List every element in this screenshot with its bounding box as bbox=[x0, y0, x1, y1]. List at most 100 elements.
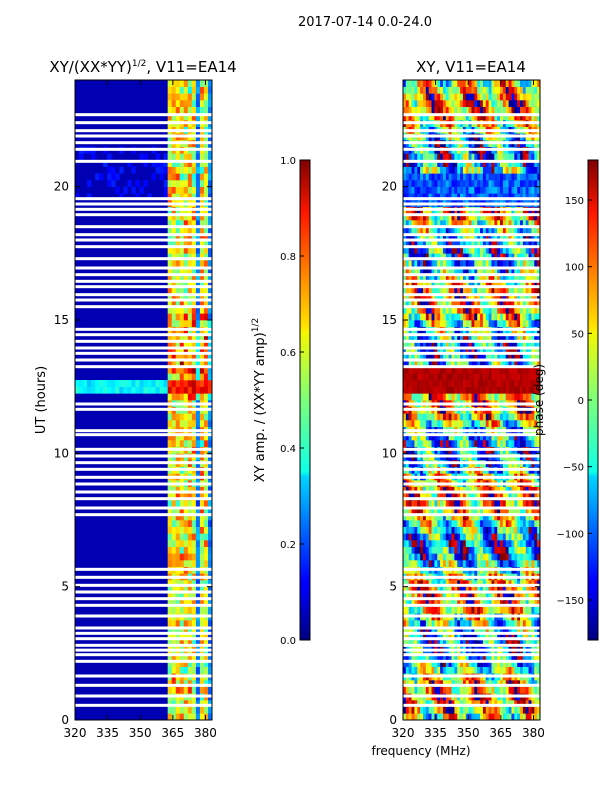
heatmap-cell bbox=[466, 607, 469, 614]
heatmap-cell bbox=[506, 260, 509, 267]
heatmap-cell bbox=[414, 420, 417, 427]
heatmap-cell bbox=[172, 373, 176, 380]
heatmap-cell bbox=[204, 533, 208, 540]
heatmap-cell bbox=[139, 153, 143, 160]
heatmap-cell bbox=[469, 540, 472, 547]
flagged-row bbox=[75, 632, 212, 635]
x-tick-label: 365 bbox=[161, 726, 184, 740]
heatmap-cell bbox=[483, 260, 486, 267]
heatmap-cell bbox=[477, 413, 480, 420]
heatmap-cell bbox=[426, 540, 429, 547]
flagged-row bbox=[75, 347, 212, 350]
heatmap-cell bbox=[172, 180, 176, 187]
heatmap-cell bbox=[414, 560, 417, 567]
heatmap-cell bbox=[204, 560, 208, 567]
heatmap-cell bbox=[420, 393, 423, 400]
heatmap-cell bbox=[449, 527, 452, 534]
heatmap-cell bbox=[180, 93, 184, 100]
heatmap-cell bbox=[192, 173, 196, 180]
heatmap-cell bbox=[520, 527, 523, 534]
heatmap-cell bbox=[520, 440, 523, 447]
heatmap-cell bbox=[188, 540, 192, 547]
heatmap-cell bbox=[460, 520, 463, 527]
heatmap-cell bbox=[474, 373, 477, 380]
heatmap-cell bbox=[503, 667, 506, 674]
heatmap-cell bbox=[472, 393, 475, 400]
heatmap-cell bbox=[437, 547, 440, 554]
heatmap-cell bbox=[466, 520, 469, 527]
heatmap-cell bbox=[469, 313, 472, 320]
heatmap-cell bbox=[489, 687, 492, 694]
heatmap-cell bbox=[500, 313, 503, 320]
heatmap-cell bbox=[457, 533, 460, 540]
heatmap-cell bbox=[192, 687, 196, 694]
heatmap-cell bbox=[409, 540, 412, 547]
heatmap-cell bbox=[414, 527, 417, 534]
heatmap-cell bbox=[440, 387, 443, 394]
heatmap-cell bbox=[196, 387, 200, 394]
heatmap-cell bbox=[426, 500, 429, 507]
heatmap-cell bbox=[414, 713, 417, 720]
heatmap-cell bbox=[526, 607, 529, 614]
heatmap-cell bbox=[188, 313, 192, 320]
heatmap-cell bbox=[483, 560, 486, 567]
heatmap-cell bbox=[420, 520, 423, 527]
heatmap-cell bbox=[483, 393, 486, 400]
flagged-row bbox=[75, 305, 212, 308]
heatmap-cell bbox=[192, 107, 196, 114]
heatmap-cell bbox=[196, 180, 200, 187]
heatmap-cell bbox=[483, 553, 486, 560]
heatmap-cell bbox=[200, 153, 204, 160]
heatmap-cell bbox=[474, 533, 477, 540]
heatmap-cell bbox=[520, 607, 523, 614]
heatmap-cell bbox=[420, 533, 423, 540]
heatmap-cell bbox=[517, 527, 520, 534]
heatmap-cell bbox=[514, 520, 517, 527]
heatmap-cell bbox=[454, 713, 457, 720]
heatmap-cell bbox=[423, 380, 426, 387]
heatmap-cell bbox=[454, 320, 457, 327]
heatmap-cell bbox=[489, 500, 492, 507]
heatmap-cell bbox=[443, 380, 446, 387]
heatmap-cell bbox=[95, 380, 99, 387]
heatmap-cell bbox=[420, 707, 423, 714]
heatmap-cell bbox=[172, 413, 176, 420]
heatmap-cell bbox=[477, 393, 480, 400]
heatmap-cell bbox=[429, 373, 432, 380]
heatmap-cell bbox=[463, 713, 466, 720]
heatmap-cell bbox=[472, 540, 475, 547]
heatmap-cell bbox=[526, 320, 529, 327]
flagged-row bbox=[75, 660, 212, 663]
heatmap-cell bbox=[514, 420, 517, 427]
heatmap-cell bbox=[489, 380, 492, 387]
heatmap-cell bbox=[529, 687, 532, 694]
heatmap-cell bbox=[180, 607, 184, 614]
heatmap-cell bbox=[452, 620, 455, 627]
heatmap-cell bbox=[454, 373, 457, 380]
heatmap-cell bbox=[172, 313, 176, 320]
heatmap-cell bbox=[168, 667, 172, 674]
heatmap-cell bbox=[180, 420, 184, 427]
heatmap-cell bbox=[192, 80, 196, 87]
heatmap-cell bbox=[469, 380, 472, 387]
heatmap-cell bbox=[460, 260, 463, 267]
heatmap-cell bbox=[417, 620, 420, 627]
heatmap-cell bbox=[446, 500, 449, 507]
heatmap-cell bbox=[417, 500, 420, 507]
heatmap-cell bbox=[168, 520, 172, 527]
heatmap-cell bbox=[443, 260, 446, 267]
heatmap-cell bbox=[472, 500, 475, 507]
heatmap-cell bbox=[457, 380, 460, 387]
heatmap-cell bbox=[469, 620, 472, 627]
heatmap-cell bbox=[517, 380, 520, 387]
heatmap-cell bbox=[483, 687, 486, 694]
amplitude-colorbar-gradient bbox=[300, 160, 310, 640]
flagged-row bbox=[75, 497, 212, 500]
heatmap-cell bbox=[412, 260, 415, 267]
heatmap-cell bbox=[406, 320, 409, 327]
heatmap-cell bbox=[123, 187, 127, 194]
heatmap-cell bbox=[457, 687, 460, 694]
heatmap-cell bbox=[180, 707, 184, 714]
heatmap-cell bbox=[176, 393, 180, 400]
heatmap-cell bbox=[437, 440, 440, 447]
